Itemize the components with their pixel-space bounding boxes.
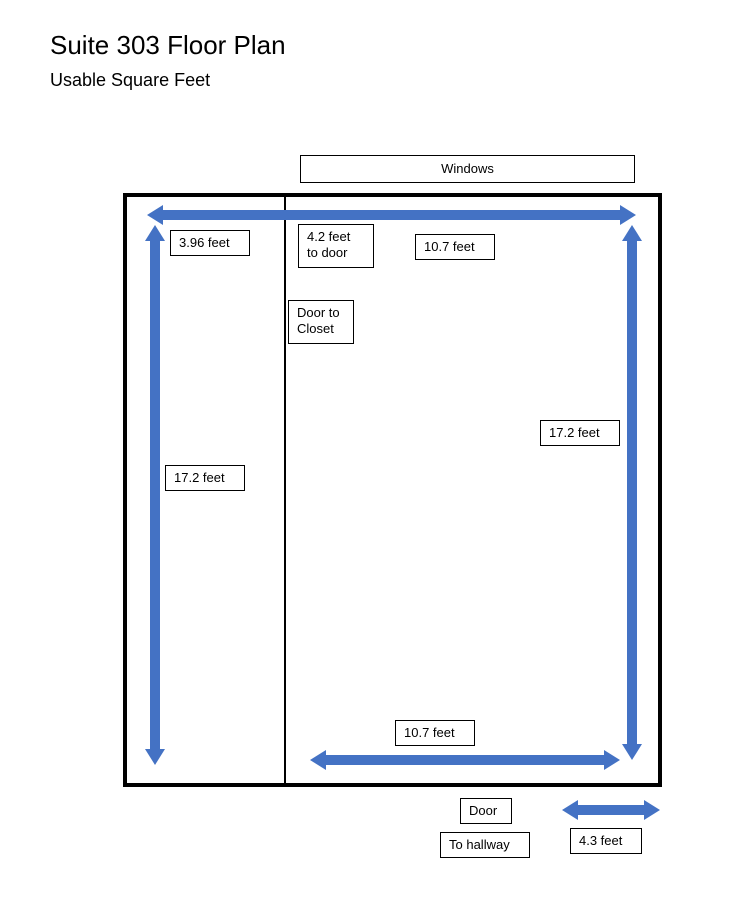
label-10-7-feet-bottom: 10.7 feet (395, 720, 475, 746)
label-4-2-feet-to-door: 4.2 feet to door (298, 224, 374, 268)
label-windows: Windows (300, 155, 635, 183)
label-door-to-closet: Door to Closet (288, 300, 354, 344)
label-17-2-feet-left: 17.2 feet (165, 465, 245, 491)
label-3-96-feet: 3.96 feet (170, 230, 250, 256)
label-door: Door (460, 798, 512, 824)
floor-plan-svg (0, 0, 734, 915)
label-17-2-feet-right: 17.2 feet (540, 420, 620, 446)
label-to-hallway: To hallway (440, 832, 530, 858)
label-10-7-feet-top: 10.7 feet (415, 234, 495, 260)
label-4-3-feet: 4.3 feet (570, 828, 642, 854)
